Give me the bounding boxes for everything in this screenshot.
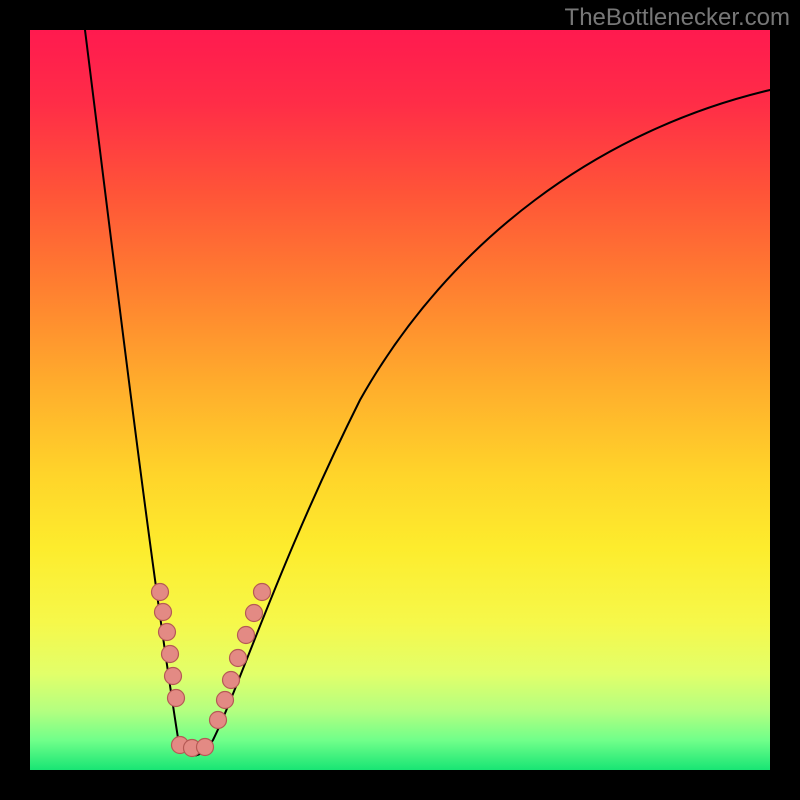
curve-marker [230,650,247,667]
chart-svg-layer [0,0,800,800]
curve-marker [238,627,255,644]
curve-marker [246,605,263,622]
curve-marker [217,692,234,709]
curve-marker [162,646,179,663]
curve-marker [168,690,185,707]
chart-stage: TheBottlenecker.com [0,0,800,800]
watermark-text: TheBottlenecker.com [565,4,790,32]
curve-marker [210,712,227,729]
curve-marker [254,584,271,601]
curve-marker [159,624,176,641]
curve-marker [155,604,172,621]
bottleneck-curve [85,30,770,756]
curve-marker [165,668,182,685]
curve-marker [152,584,169,601]
curve-markers-group [152,584,271,757]
curve-marker [223,672,240,689]
curve-marker [197,739,214,756]
